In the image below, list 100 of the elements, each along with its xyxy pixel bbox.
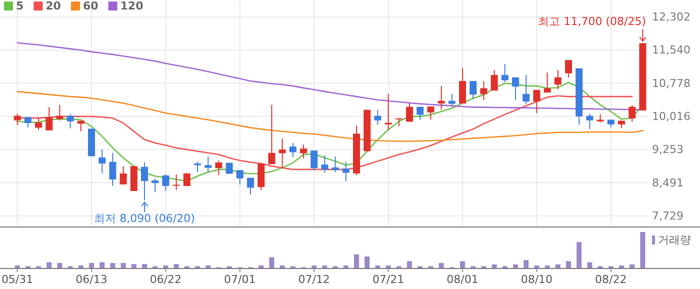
candlestick <box>459 68 466 104</box>
bar <box>280 265 285 268</box>
y-tick-label: 12,302 <box>652 10 690 24</box>
bar <box>89 262 94 268</box>
candlestick <box>77 120 84 132</box>
candlestick <box>162 174 170 192</box>
bar <box>142 264 147 268</box>
x-tick-label: 06/13 <box>76 273 108 286</box>
annotation: 최저 8,090 (06/20) <box>94 212 195 226</box>
bar <box>343 265 348 268</box>
candlestick <box>480 80 488 100</box>
x-tick-label: 05/31 <box>1 273 34 286</box>
bar <box>513 264 518 268</box>
candlestick <box>586 113 594 130</box>
bar <box>46 262 52 268</box>
candlestick <box>512 76 519 100</box>
bar <box>78 265 84 268</box>
y-tick-label: 7,729 <box>652 209 684 222</box>
y-tick-label: 11,540 <box>652 44 690 57</box>
x-tick-label: 08/22 <box>595 273 627 286</box>
bar <box>120 262 126 268</box>
candlestick <box>448 93 456 106</box>
candlestick <box>544 72 551 94</box>
candlestick <box>194 161 201 173</box>
bar <box>492 264 497 268</box>
candlestick <box>628 104 636 122</box>
bar <box>438 262 444 268</box>
annotation: 최고 11,700 (08/25) <box>538 15 646 28</box>
candlestick <box>470 80 477 100</box>
candlestick <box>342 161 350 182</box>
line-series <box>16 90 644 142</box>
x-tick-label: 07/12 <box>298 273 330 286</box>
bar <box>163 265 168 268</box>
bar <box>544 265 550 268</box>
candlestick <box>268 104 276 165</box>
candlestick <box>109 152 116 187</box>
bar <box>354 254 359 268</box>
bar <box>312 265 317 268</box>
bar <box>587 262 592 268</box>
candlestick <box>56 104 64 121</box>
bar <box>206 265 211 268</box>
bar <box>322 265 328 268</box>
candlestick <box>183 172 190 187</box>
candlestick <box>247 177 254 195</box>
candlestick <box>66 114 74 129</box>
bar <box>386 265 391 268</box>
candlestick <box>522 74 530 104</box>
candlestick <box>427 106 434 120</box>
x-tick-label: 07/21 <box>372 273 404 286</box>
bar <box>364 256 370 268</box>
bar <box>619 265 624 268</box>
candlestick <box>332 156 339 173</box>
bar <box>14 265 20 268</box>
y-tick-label: 10,778 <box>652 76 690 90</box>
x-tick-label: 07/01 <box>224 273 256 286</box>
candlestick <box>438 85 445 110</box>
candlestick <box>172 174 180 191</box>
candlestick <box>490 70 498 92</box>
bar <box>375 265 380 268</box>
legend-label: 120 <box>120 0 144 12</box>
candlestick <box>278 138 286 169</box>
candlestick <box>416 106 424 120</box>
candlestick <box>384 93 392 130</box>
candlestick <box>554 70 562 90</box>
candlestick <box>289 142 296 158</box>
candlestick <box>300 144 307 159</box>
bar <box>640 232 646 268</box>
bar <box>630 264 635 268</box>
bar <box>174 264 179 268</box>
candlestick <box>236 170 244 185</box>
bar <box>407 261 412 268</box>
x-tick-label: 06/22 <box>150 273 182 286</box>
legend-label: 60 <box>82 0 99 12</box>
candlestick <box>98 149 106 174</box>
y-tick-label: 8,491 <box>652 176 684 190</box>
bar <box>534 265 540 268</box>
candlestick <box>120 166 127 185</box>
candlestick <box>141 162 148 201</box>
y-tick-label: 10,016 <box>652 110 690 123</box>
candlestick <box>14 113 21 126</box>
candlestick <box>374 109 382 126</box>
bar <box>100 262 105 268</box>
candlestick <box>321 155 328 174</box>
bar <box>131 264 136 268</box>
x-tick-label: 08/10 <box>520 273 553 286</box>
bar <box>258 265 264 268</box>
bar <box>57 262 62 268</box>
y-tick-label: 9,253 <box>652 143 684 156</box>
candlestick <box>204 156 212 173</box>
candlestick <box>406 102 413 122</box>
bar <box>555 264 560 268</box>
bar <box>576 242 582 268</box>
bar <box>460 261 465 268</box>
bar <box>110 262 116 268</box>
candlestick <box>310 150 318 171</box>
legend-label: 5 <box>16 0 24 12</box>
candlestick <box>258 162 265 191</box>
candlestick <box>533 89 540 114</box>
candlestick <box>35 118 42 130</box>
candlestick <box>24 116 32 128</box>
